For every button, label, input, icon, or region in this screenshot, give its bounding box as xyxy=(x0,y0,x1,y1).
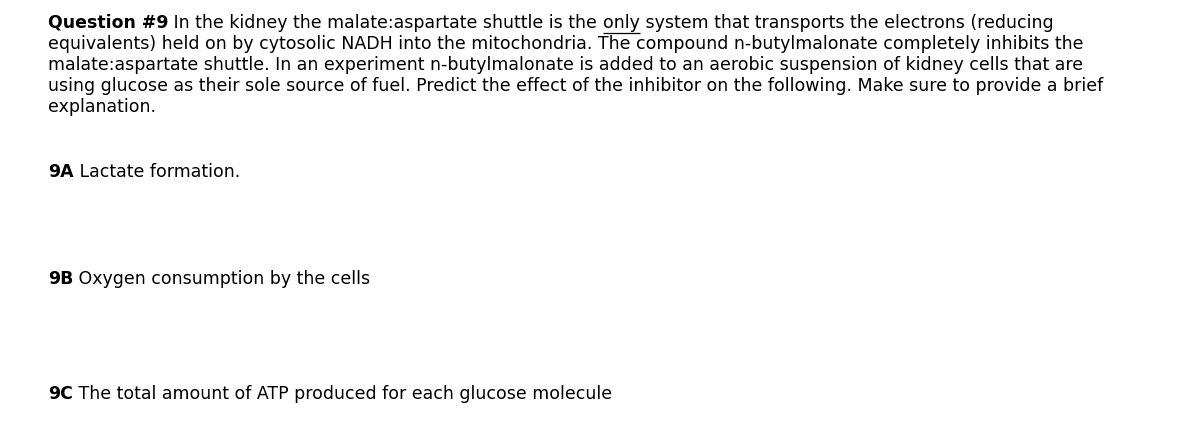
Text: equivalents) held on by cytosolic NADH into the mitochondria. The compound n-but: equivalents) held on by cytosolic NADH i… xyxy=(48,35,1084,53)
Text: Oxygen consumption by the cells: Oxygen consumption by the cells xyxy=(73,269,371,287)
Text: 9A: 9A xyxy=(48,162,73,180)
Text: only: only xyxy=(602,14,640,32)
Text: system that transports the electrons (reducing: system that transports the electrons (re… xyxy=(640,14,1054,32)
Text: malate:aspartate shuttle. In an experiment n-butylmalonate is added to an aerobi: malate:aspartate shuttle. In an experime… xyxy=(48,56,1084,74)
Text: Lactate formation.: Lactate formation. xyxy=(73,162,240,180)
Text: Question #9: Question #9 xyxy=(48,14,168,32)
Text: explanation.: explanation. xyxy=(48,98,156,116)
Text: The total amount of ATP produced for each glucose molecule: The total amount of ATP produced for eac… xyxy=(73,384,612,402)
Text: 9B: 9B xyxy=(48,269,73,287)
Text: In the kidney the malate:aspartate shuttle is the: In the kidney the malate:aspartate shutt… xyxy=(168,14,602,32)
Text: 9C: 9C xyxy=(48,384,73,402)
Text: using glucose as their sole source of fuel. Predict the effect of the inhibitor : using glucose as their sole source of fu… xyxy=(48,77,1103,95)
